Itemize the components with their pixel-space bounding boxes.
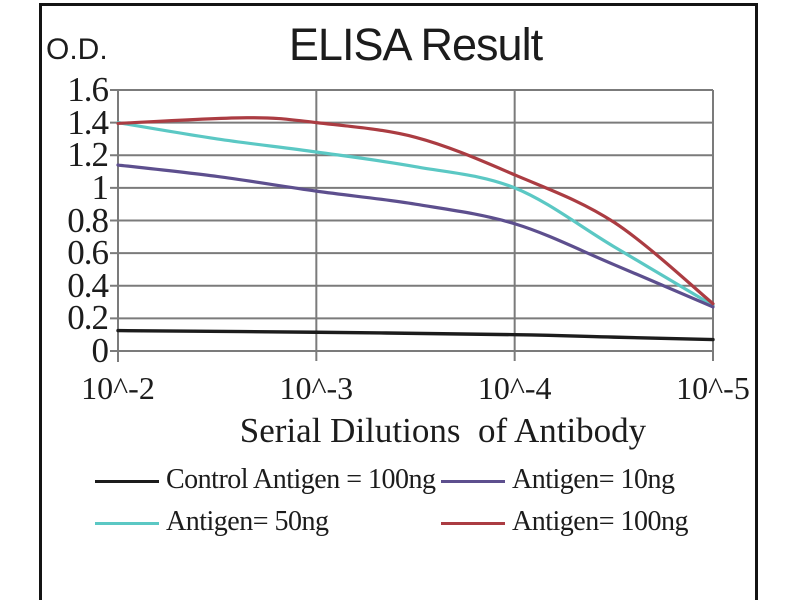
legend-label: Antigen= 10ng [512,464,675,495]
y-tick-label: 0.4 [67,265,109,305]
series-line-1 [116,163,715,309]
legend-line-marker [95,522,159,525]
x-tick-label: 10^-4 [477,370,552,406]
chart-title: ELISA Result [288,19,543,70]
x-tick-label: 10^-5 [676,370,750,406]
y-tick-label: 0.2 [67,298,109,338]
y-tick-label: 1.4 [67,102,109,142]
x-tick-label: 10^-2 [81,370,155,406]
y-tick-label: 1.6 [67,70,109,109]
legend-label: Control Antigen = 100ng [166,464,436,495]
x-tick-label: 10^-3 [279,370,354,406]
x-axis-label: Serial Dilutions of Antibody [239,411,647,450]
legend-label: Antigen= 50ng [166,506,329,537]
y-tick-label: 0.6 [67,233,109,273]
series-line-3 [116,116,715,306]
legend-line-marker [441,480,505,483]
y-tick-label: 1.2 [67,135,109,175]
y-tick-label: 0.8 [67,200,109,240]
y-tick-label: 1 [91,167,110,207]
y-tick-label: 0 [91,331,110,370]
figure-frame [39,3,758,600]
series-line-0 [116,328,715,342]
series-line-2 [116,121,715,307]
legend-line-marker [441,522,505,525]
y-axis-label: O.D. [46,33,108,66]
legend-line-marker [95,480,159,483]
legend-label: Antigen= 100ng [512,506,689,537]
